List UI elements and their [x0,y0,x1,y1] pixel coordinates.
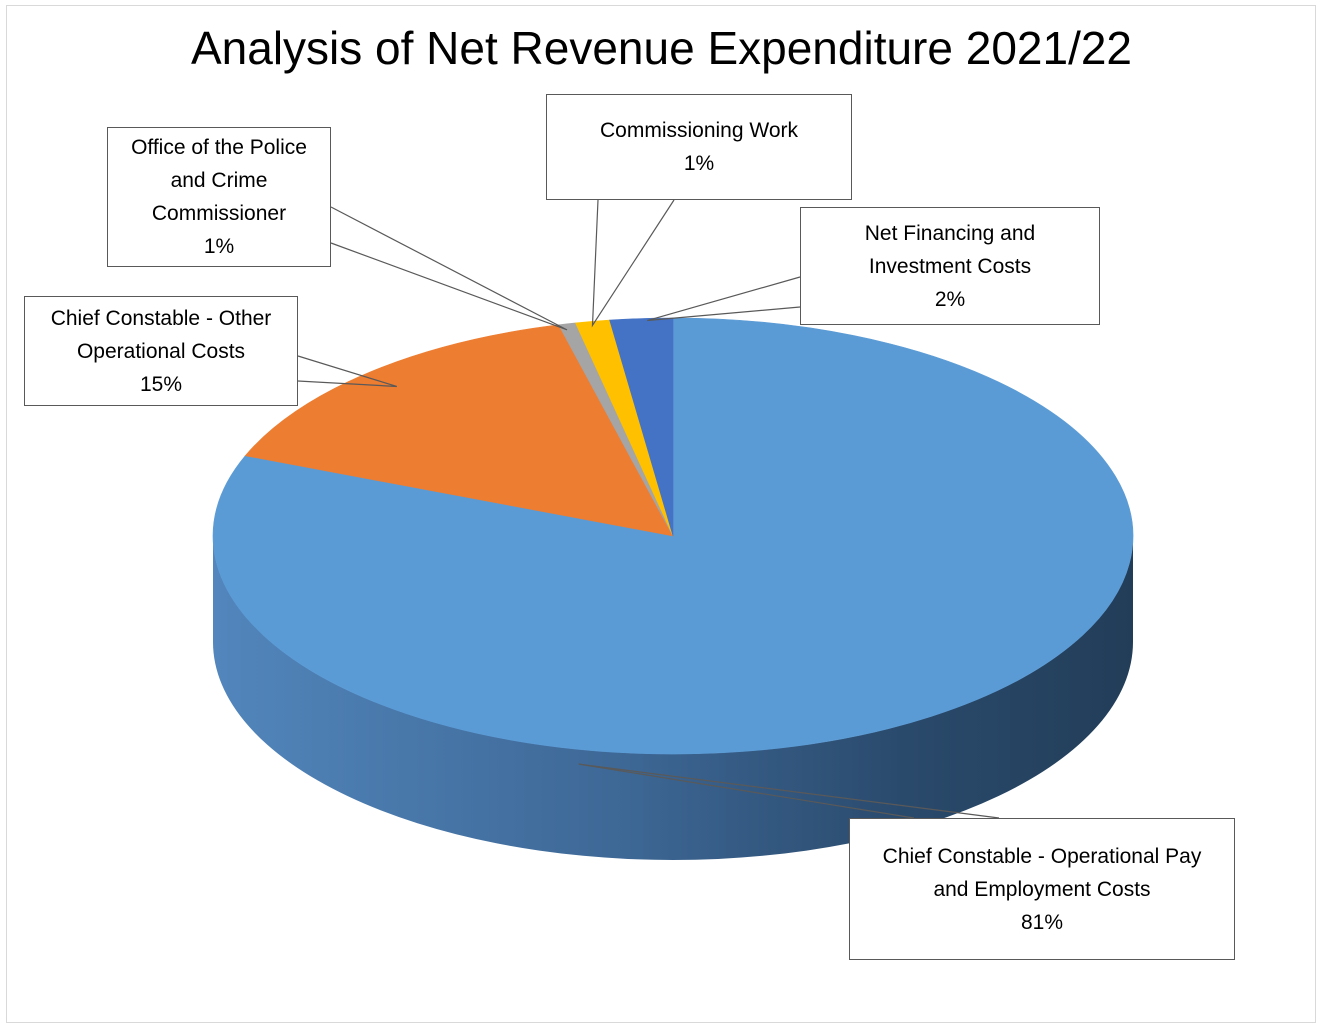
pie-top-face [212,317,1134,755]
slice-percent: 1% [683,152,715,175]
slice-label-line: Chief Constable - Other [50,306,272,330]
slice-percent: 81% [1020,910,1064,934]
callout-commissioning-work: Commissioning Work 1% [546,94,852,200]
pie-side-wall [213,536,1133,860]
slice-percent: 15% [139,372,183,396]
slice-label-line: Office of the Police [131,136,307,159]
slice-label-line: Investment Costs [868,254,1032,278]
slice-label-line: Commissioner [151,202,287,225]
leader-lines [297,199,1000,819]
leader-line [330,206,568,331]
callout-operational-pay: Chief Constable - Operational Pay and Em… [849,818,1235,960]
callout-other-operational: Chief Constable - Other Operational Cost… [24,296,298,406]
chart-title: Analysis of Net Revenue Expenditure 2021… [190,22,1133,74]
pie-slice [244,324,674,537]
leader-line [297,355,397,388]
callout-net-financing: Net Financing and Investment Costs 2% [800,207,1100,325]
slice-label-line: Commissioning Work [600,119,798,142]
slice-percent: 2% [934,287,966,311]
slice-label-line: and Employment Costs [933,877,1151,901]
leader-line [591,199,675,328]
slice-label-line: Operational Costs [76,339,246,363]
slice-label-line: Net Financing and [864,221,1036,245]
pie-side-wall-front [213,536,1133,860]
callout-police-crime-commissioner: Office of the Police and Crime Commissio… [107,127,331,267]
slice-percent: 1% [203,235,235,258]
slice-label-line: Chief Constable - Operational Pay [882,844,1202,868]
leader-line [647,276,801,322]
slice-label-line: and Crime [170,169,268,192]
leader-line [578,763,1000,819]
